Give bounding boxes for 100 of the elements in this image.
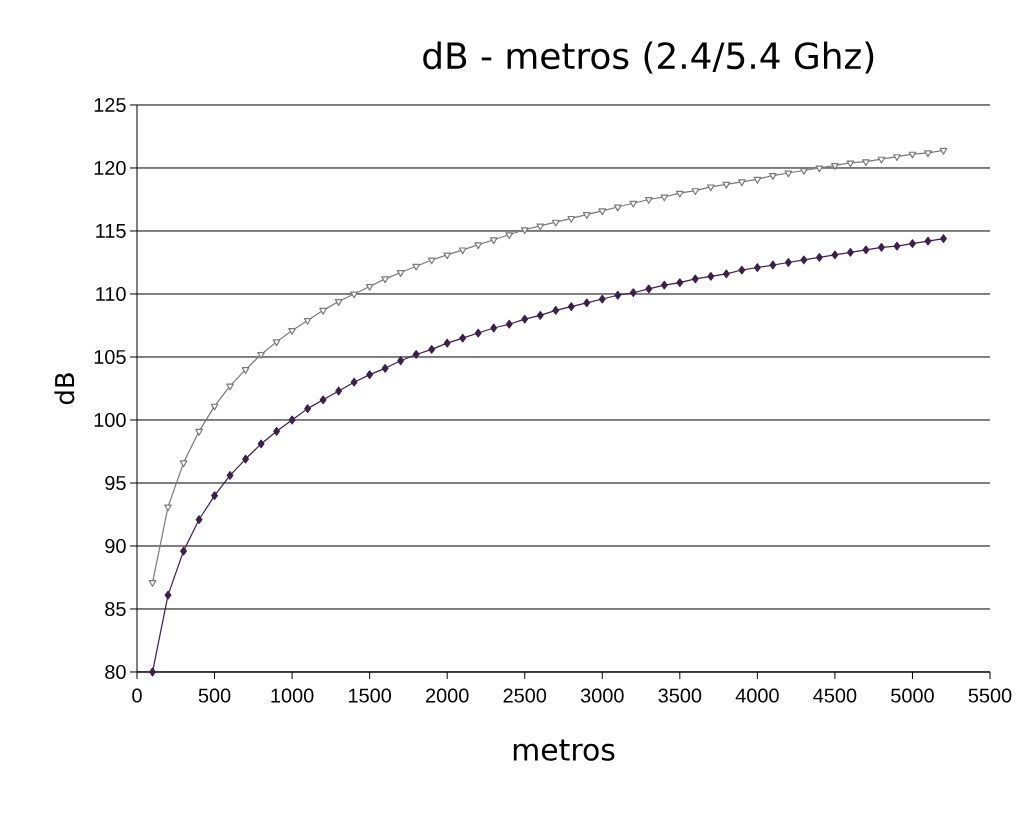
point	[846, 248, 854, 257]
point	[303, 317, 312, 325]
point	[319, 307, 327, 315]
point	[877, 156, 886, 164]
point	[428, 345, 436, 354]
point	[707, 271, 715, 281]
x-tick-label: 1500	[349, 688, 392, 703]
point	[924, 236, 932, 246]
point	[582, 212, 591, 219]
point	[878, 242, 885, 252]
point	[427, 257, 436, 265]
chart-title: dB - metros (2.4/5.4 Ghz)	[423, 41, 874, 74]
point	[909, 239, 916, 248]
point	[629, 288, 637, 298]
point	[644, 196, 653, 204]
x-tick-label: 1000	[271, 688, 314, 703]
y-tick-label: 85	[105, 601, 126, 617]
point	[706, 184, 715, 192]
y-tick-label: 120	[94, 160, 126, 176]
point	[242, 454, 250, 464]
x-tick-label: 4000	[735, 688, 779, 703]
point	[412, 350, 420, 359]
x-tick-label: 500	[198, 688, 231, 703]
point	[335, 386, 343, 396]
point	[520, 227, 529, 235]
y-tick-label: 125	[94, 97, 126, 113]
x-tick-label: 5500	[968, 688, 1012, 703]
point	[148, 580, 157, 587]
point	[753, 176, 762, 184]
point	[924, 150, 932, 158]
point	[691, 188, 700, 196]
point	[753, 263, 761, 272]
point	[800, 255, 808, 265]
point	[629, 200, 638, 208]
point	[288, 415, 296, 425]
point	[489, 237, 498, 245]
point	[334, 299, 343, 306]
point	[381, 363, 389, 373]
point	[288, 328, 296, 335]
x-tick-label: 5000	[891, 688, 934, 703]
point	[815, 165, 824, 173]
point	[862, 245, 870, 255]
point	[365, 283, 374, 291]
point	[474, 242, 483, 250]
point	[831, 162, 839, 170]
y-tick-label: 95	[105, 475, 126, 491]
point	[800, 168, 808, 175]
point	[164, 590, 172, 600]
point	[722, 269, 730, 279]
point	[738, 265, 746, 275]
point	[397, 356, 405, 366]
y-tick-label: 115	[96, 224, 126, 238]
point	[396, 270, 405, 277]
point	[567, 302, 575, 311]
point	[521, 314, 529, 324]
point	[226, 383, 234, 391]
point	[908, 151, 917, 159]
point	[551, 219, 560, 227]
point	[939, 147, 948, 155]
point	[505, 319, 513, 329]
point	[458, 247, 467, 255]
point	[536, 311, 544, 320]
point	[195, 428, 203, 436]
x-axis-title: metros	[513, 739, 615, 761]
y-tick-label: 100	[94, 412, 126, 428]
x-tick-label: 2500	[503, 688, 547, 703]
point	[226, 471, 234, 480]
point	[241, 367, 250, 374]
point	[490, 323, 498, 333]
point	[846, 160, 855, 168]
point	[660, 194, 669, 202]
point	[164, 504, 172, 512]
point	[722, 181, 731, 189]
point	[273, 426, 281, 436]
point	[893, 154, 901, 162]
point	[474, 328, 482, 338]
point	[211, 491, 218, 500]
point	[319, 395, 327, 405]
x-tick-label: 0	[132, 688, 142, 703]
y-axis-title: dB	[54, 373, 75, 405]
y-tick-label: 80	[105, 664, 126, 680]
point	[536, 223, 545, 231]
point	[769, 173, 777, 180]
x-tick-label: 3000	[580, 688, 624, 703]
point	[675, 190, 684, 198]
point	[149, 667, 156, 677]
point	[660, 280, 668, 290]
point	[583, 298, 591, 308]
point	[366, 370, 374, 380]
point	[179, 460, 188, 468]
y-tick-label: 105	[94, 349, 126, 365]
point	[443, 252, 452, 260]
point	[552, 305, 560, 315]
x-tick-label: 4500	[813, 688, 857, 703]
point	[459, 333, 467, 343]
point	[598, 294, 606, 304]
point	[676, 278, 684, 288]
x-tick-label: 3500	[658, 688, 702, 703]
point	[893, 241, 901, 251]
point	[412, 263, 421, 271]
